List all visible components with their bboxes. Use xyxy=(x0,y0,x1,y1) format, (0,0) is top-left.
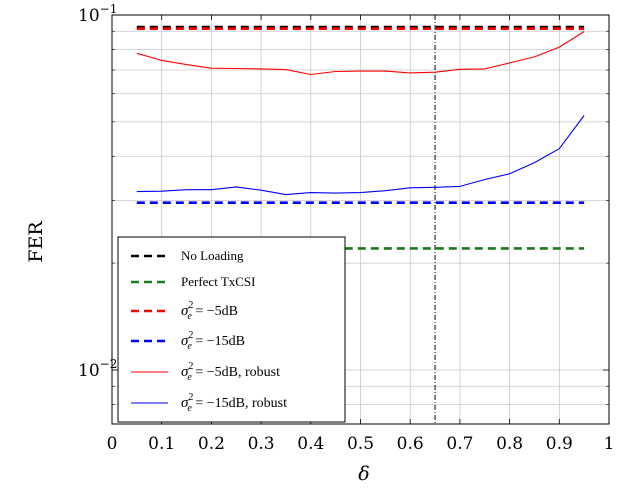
x-tick-label: 0.7 xyxy=(446,434,473,454)
legend: No Loading Perfect TxCSI σ2 e = −5dB σ2 e = −… xyxy=(117,236,346,423)
ticks-layer: 0 0.1 0.2 0.3 0.4 0.5 0.6 0.7 0.8 0.9 1 10−2 10−1 xyxy=(78,2,614,454)
x-axis-label: δ xyxy=(358,463,369,485)
x-tick-label: 0.2 xyxy=(198,434,225,454)
legend-label-6: σ2 e = −15dB, robust xyxy=(181,392,287,414)
x-tick-label: 0 xyxy=(107,434,118,454)
legend-label-4: σ2 e = −15dB xyxy=(181,330,245,352)
y-tick-label: 10−2 xyxy=(78,357,117,381)
legend-label-1: No Loading xyxy=(181,248,244,263)
series-line-6 xyxy=(136,115,585,196)
y-tick-label: 10−1 xyxy=(78,2,117,26)
legend-label-2: Perfect TxCSI xyxy=(181,274,256,289)
x-tick-label: 0.1 xyxy=(148,434,175,454)
x-tick-label: 0.6 xyxy=(397,434,424,454)
x-tick-label: 0.9 xyxy=(546,434,573,454)
x-tick-label: 1 xyxy=(604,434,615,454)
series-layer xyxy=(136,25,585,250)
x-tick-label: 0.8 xyxy=(496,434,523,454)
y-axis-label: FER xyxy=(25,221,47,263)
series-line-5 xyxy=(136,31,585,76)
x-tick-label: 0.4 xyxy=(297,434,324,454)
x-tick-label: 0.5 xyxy=(347,434,374,454)
x-tick-label: 0.3 xyxy=(248,434,275,454)
legend-box xyxy=(117,236,346,423)
legend-label-3: σ2 e = −5dB xyxy=(181,300,238,322)
legend-label-5: σ2 e = −5dB, robust xyxy=(181,361,280,383)
